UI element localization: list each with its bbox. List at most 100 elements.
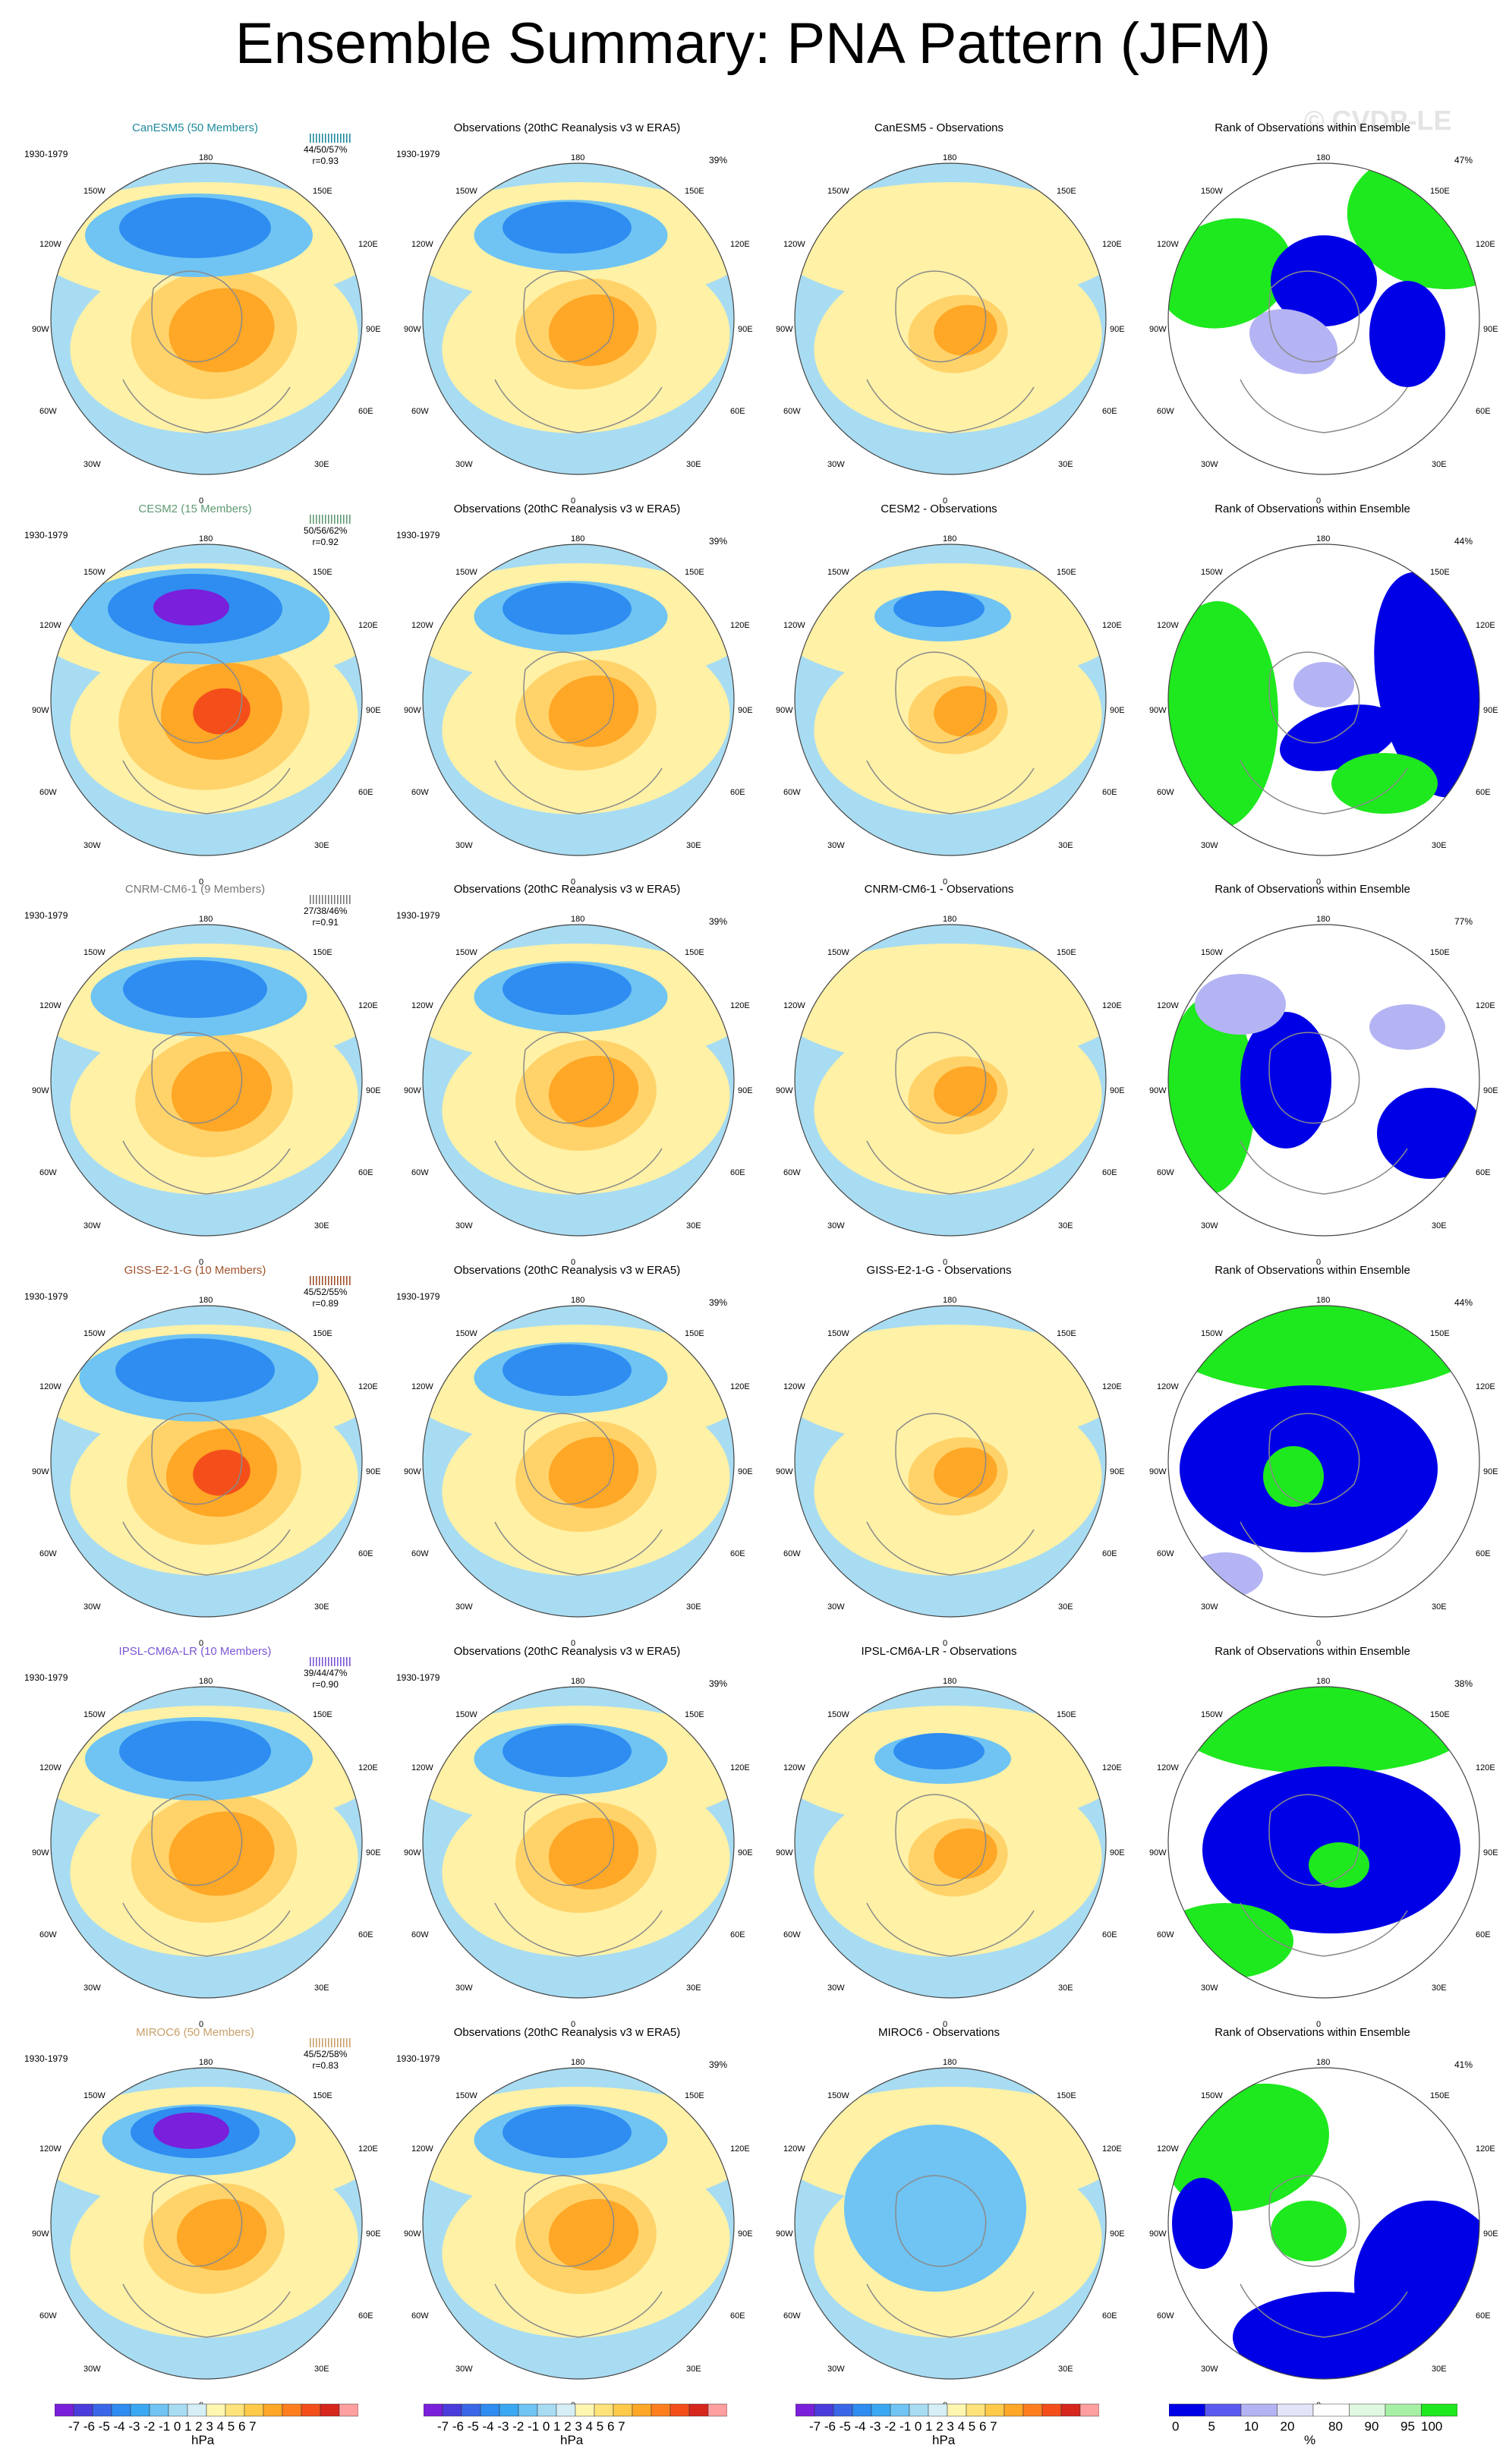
field-positive-core (934, 1066, 997, 1117)
longitude-label: 30W (827, 2365, 845, 2374)
longitude-label: 90E (1110, 2229, 1125, 2239)
coastline (523, 1032, 615, 1124)
longitude-label: 150E (313, 187, 332, 196)
longitude-label: 30E (1058, 460, 1073, 469)
rank-percent: 44% (1454, 1297, 1473, 1308)
panel-title: CNRM-CM6-1 (9 Members) (124, 883, 266, 896)
colorbar-rank-unit: % (1304, 2433, 1316, 2447)
longitude-label: 90E (1483, 325, 1498, 334)
longitude-label: 150W (83, 1710, 106, 1719)
polar-map (794, 162, 1107, 475)
longitude-label: 150W (1201, 568, 1223, 577)
longitude-label: 150W (455, 2091, 477, 2100)
polar-map (422, 544, 735, 856)
panel-title: Rank of Observations within Ensemble (1215, 121, 1410, 134)
colorbar-swatch (111, 2403, 131, 2417)
longitude-label: 90E (1110, 325, 1125, 334)
field-negative-core (119, 1721, 271, 1782)
longitude-label: 0 (943, 496, 948, 506)
longitude-label: 60E (358, 1930, 373, 1939)
panel-title: GISS-E2-1-G - Observations (866, 1264, 1012, 1277)
longitude-label: 30E (314, 1983, 329, 1993)
rank-region (1374, 572, 1479, 798)
field-positive-core (934, 1447, 997, 1498)
field-negative-core (115, 1338, 275, 1402)
longitude-label: 30E (686, 841, 701, 850)
model-stats: 45/52/55% r=0.89 (304, 1287, 347, 1309)
longitude-label: 150W (1201, 187, 1223, 196)
longitude-label: 90W (404, 2229, 421, 2239)
polar-map (50, 2067, 363, 2380)
colorbar-swatch (928, 2403, 948, 2417)
coastline (866, 379, 1035, 433)
longitude-label: 30E (314, 1602, 329, 1612)
longitude-label: 60W (39, 788, 57, 797)
longitude-label: 30E (314, 460, 329, 469)
obs-variance-percent: 39% (708, 1678, 727, 1689)
rank-region (1249, 309, 1338, 374)
panel-title: Observations (20thC Reanalysis v3 w ERA5… (453, 1645, 681, 1658)
field-positive-core (169, 288, 275, 373)
field-positive-core (934, 304, 997, 356)
colorbar-rank-tick: 100 (1421, 2419, 1443, 2434)
longitude-label: 60E (1102, 407, 1117, 416)
longitude-label: 120E (1476, 1001, 1495, 1010)
longitude-label: 60W (783, 788, 801, 797)
colorbar-swatch (149, 2403, 169, 2417)
longitude-label: 60W (783, 407, 801, 416)
longitude-label: 60E (1476, 1930, 1491, 1939)
map-boundary (794, 924, 1107, 1237)
longitude-label: 0 (199, 1258, 204, 1267)
coastline (866, 1140, 1035, 1195)
longitude-label: 120E (358, 240, 378, 249)
longitude-label: 120W (411, 240, 433, 249)
map-boundary (1167, 162, 1480, 475)
longitude-label: 90W (776, 1086, 793, 1095)
longitude-label: 90W (1149, 1467, 1167, 1476)
field-positive-core (934, 1828, 997, 1880)
model-pattern-correlation: r=0.83 (312, 2060, 339, 2071)
longitude-label: 180 (199, 1296, 213, 1305)
colorbar-swatch (537, 2403, 557, 2417)
longitude-label: 60E (1476, 788, 1491, 797)
longitude-label: 60W (39, 407, 57, 416)
longitude-label: 150E (1057, 1710, 1076, 1719)
ensemble-spread-icon (310, 1657, 351, 1666)
coastline (523, 2175, 615, 2267)
rank-percent: 77% (1454, 916, 1473, 927)
field-positive-core (548, 675, 639, 748)
panel-title: Observations (20thC Reanalysis v3 w ERA5… (453, 883, 681, 896)
longitude-label: 150W (83, 568, 106, 577)
longitude-label: 120E (730, 240, 750, 249)
longitude-label: 180 (571, 2058, 585, 2067)
colorbar-swatch (1240, 2403, 1278, 2417)
polar-map (422, 2067, 735, 2380)
longitude-label: 30W (83, 1983, 101, 1993)
rank-region (1309, 1842, 1369, 1888)
longitude-label: 120W (411, 1382, 433, 1391)
model-stats: 44/50/57% r=0.93 (304, 144, 347, 167)
coastline (1268, 651, 1360, 744)
longitude-label: 90W (1149, 1086, 1167, 1095)
longitude-label: 60W (411, 2311, 429, 2321)
field-negative-core (503, 963, 632, 1015)
rank-region (1195, 974, 1286, 1035)
longitude-label: 150W (83, 2091, 106, 2100)
map-boundary (794, 1305, 1107, 1618)
longitude-label: 150W (827, 948, 849, 957)
longitude-label: 120W (411, 1001, 433, 1010)
coastline (895, 270, 987, 363)
longitude-label: 150W (827, 1329, 849, 1338)
longitude-label: 0 (1316, 1639, 1322, 1648)
longitude-label: 150E (1430, 568, 1450, 577)
longitude-label: 150W (455, 1710, 477, 1719)
field-negative-peak (153, 2113, 229, 2149)
coastline (151, 1794, 243, 1886)
model-stats: 39/44/47% r=0.90 (304, 1668, 347, 1690)
colorbar-swatch (130, 2403, 150, 2417)
longitude-label: 60E (1476, 407, 1491, 416)
longitude-label: 120W (1157, 1763, 1179, 1772)
polar-map (50, 1686, 363, 1999)
longitude-label: 120W (39, 1001, 61, 1010)
coastline (895, 2175, 987, 2267)
